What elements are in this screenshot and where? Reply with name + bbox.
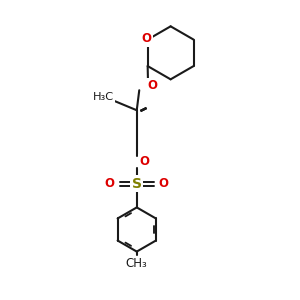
Text: CH₃: CH₃ [126,257,148,270]
Text: O: O [159,177,169,190]
Text: O: O [105,177,115,190]
Text: S: S [132,177,142,191]
Text: O: O [147,79,157,92]
Text: O: O [142,32,152,46]
Text: O: O [139,155,149,168]
Text: H₃C: H₃C [93,92,114,102]
